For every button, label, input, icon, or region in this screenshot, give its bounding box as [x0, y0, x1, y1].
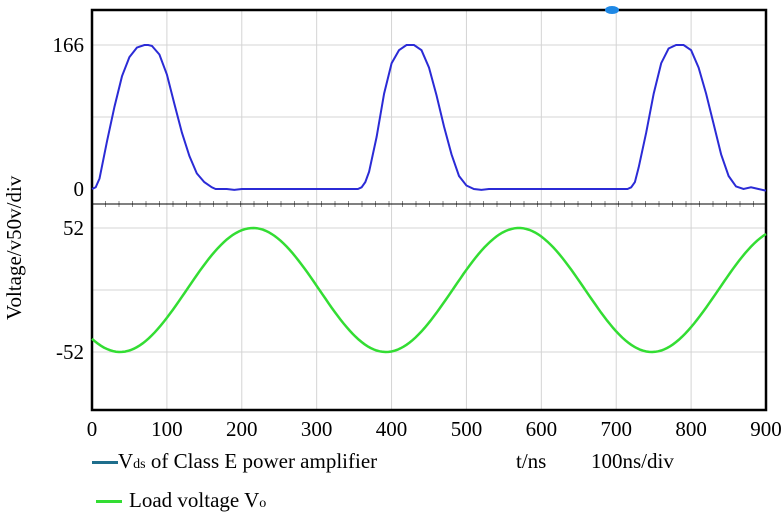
- plot-frame: [90, 8, 768, 412]
- oscilloscope-chart: 166 0 52 -52 0 100 200 300 400 500 600 700 800 900: [53, 6, 782, 440]
- y-axis-label-prefix: Voltage/v: [2, 239, 26, 320]
- time-div-label: 100ns/div: [591, 449, 674, 473]
- y-tick-label: 52: [63, 216, 84, 240]
- x-tick-label: 300: [301, 417, 333, 440]
- x-tick-label: 800: [675, 417, 707, 440]
- y-tick-label: -52: [56, 340, 84, 364]
- x-tick-label: 200: [226, 417, 258, 440]
- x-tick-label: 600: [526, 417, 558, 440]
- vds-legend-swatch: [92, 461, 118, 464]
- vds-legend-main: V: [118, 449, 134, 473]
- time-unit-label: t/ns: [516, 449, 547, 473]
- trigger-marker: [605, 6, 619, 14]
- y-tick-label: 0: [74, 177, 85, 201]
- y-axis-label: Voltage/v50v/div: [2, 176, 27, 320]
- x-tick-label: 700: [600, 417, 632, 440]
- x-tick-label: 400: [376, 417, 408, 440]
- vds-legend-label: Vds of Class E power amplifier: [118, 449, 377, 474]
- x-tick-label: 100: [151, 417, 183, 440]
- x-tick-label: 900: [750, 417, 782, 440]
- load-legend-sub: o: [259, 496, 267, 511]
- load-legend-swatch: [96, 500, 122, 503]
- x-tick-label: 500: [451, 417, 483, 440]
- y-tick-labels: 166 0 52 -52: [53, 33, 85, 364]
- vds-legend-sub: ds: [133, 457, 146, 472]
- y-tick-label: 166: [53, 33, 85, 57]
- load-legend-main: Load voltage V: [129, 488, 260, 512]
- x-tick-labels: 0 100 200 300 400 500 600 700 800 900: [87, 417, 782, 440]
- y-axis-label-mid: 50v/div: [2, 175, 26, 240]
- vds-series-line: [91, 44, 767, 192]
- vds-legend-rest: of Class E power amplifier: [145, 449, 378, 473]
- x-tick-label: 0: [87, 417, 98, 440]
- load-voltage-series-line: [91, 226, 767, 354]
- load-legend-label: Load voltage Vo: [129, 488, 266, 513]
